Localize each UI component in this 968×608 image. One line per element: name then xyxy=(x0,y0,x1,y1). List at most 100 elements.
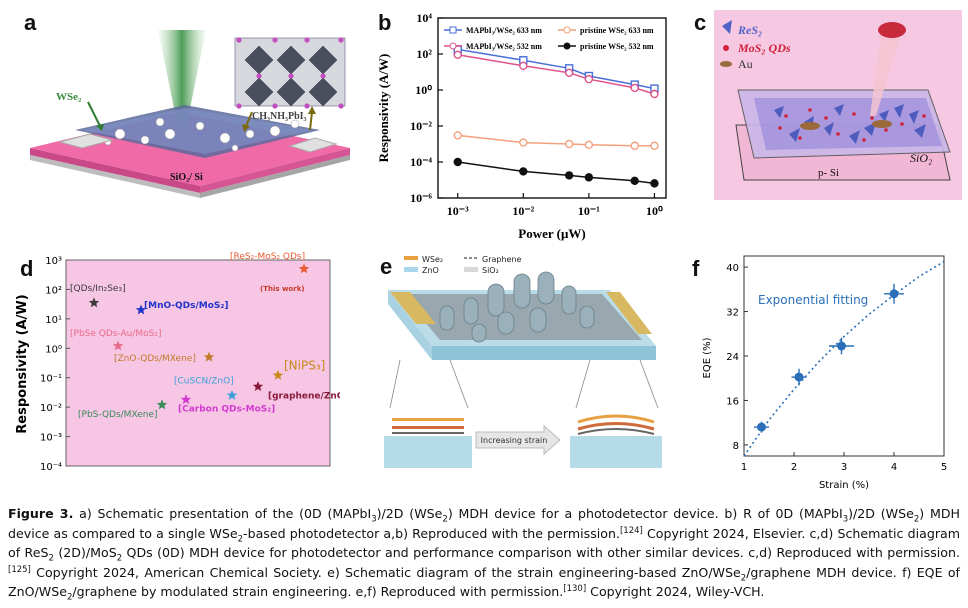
points-group: [QDs/In₂Se₃] [MnO-QDs/MoS₂] [PbSe QDs-Au/M… xyxy=(70,252,340,420)
panel-letter-e: e xyxy=(380,254,393,279)
legend-zno: ZnO xyxy=(422,266,439,275)
x-axis-label: Power (μW) xyxy=(518,226,585,241)
y-tick-label: 10⁴ xyxy=(416,11,432,25)
x-tick-label: 2 xyxy=(791,462,797,473)
x-tick-label: 10⁻³ xyxy=(447,204,469,218)
legend-marker xyxy=(449,42,457,50)
x-tick-label: 3 xyxy=(841,462,847,473)
caption-segment: Copyright 2024, Wiley-VCH. xyxy=(586,584,765,600)
perovskite-crystal xyxy=(234,37,346,109)
panel-letter-c: c xyxy=(694,10,707,35)
x-tick-label: 10⁻² xyxy=(512,204,534,218)
electrode-right xyxy=(606,292,652,334)
x-tick-label: 4 xyxy=(891,462,897,473)
y-tick-label: 10⁻⁴ xyxy=(410,155,432,169)
label-substrate: SiO₂/ Si xyxy=(170,172,203,183)
y-tick-label: 32 xyxy=(726,308,739,319)
caption-segment: /graphene MDH device. f) EQE of ZnO/WSe xyxy=(8,564,960,600)
caption-segment: )/2D (WSe xyxy=(848,506,914,521)
data-point xyxy=(564,68,574,78)
y-ticks: 10⁴ 10² 10⁰ 10⁻² 10⁻⁴ 10⁻⁶ xyxy=(410,11,443,205)
y-tick-label: 10⁻³ xyxy=(40,433,62,444)
y-tick-label: 16 xyxy=(726,396,739,407)
data-point xyxy=(650,141,659,150)
panel-f-chart: 8 16 24 32 40 1 2 3 4 5 Exponential fitting EQE … xyxy=(702,255,947,491)
caption-segment: )/2D (WSe xyxy=(376,506,443,521)
au-electrode-right xyxy=(872,120,892,128)
plot-frame xyxy=(437,17,667,199)
point-label: [PbSe QDs-Au/MoS₂] xyxy=(70,329,162,339)
point-label: [MnO-QDs/MoS₂] xyxy=(144,301,228,311)
legend-label: MAPbI₃/WSe₂ 532 nm xyxy=(466,42,542,51)
panel-letter-d: d xyxy=(20,256,34,281)
x-tick-label: 10⁰ xyxy=(646,204,663,218)
y-tick-label: 8 xyxy=(733,441,739,452)
y-axis-label: Responsivity (A/W) xyxy=(376,54,391,163)
caption-segment: a) Schematic presentation of the (0D (MA… xyxy=(73,506,372,521)
caption-segment: 3 xyxy=(371,514,377,525)
y-ticks: 10³ 10² 10¹ 10⁰ 10⁻¹ 10⁻² 10⁻³ 10⁻⁴ xyxy=(40,256,70,473)
caption-segment: Copyright 2024, Elsevier. c,d) Schematic… xyxy=(8,525,960,561)
y-axis-label: Responsivity (A/W) xyxy=(15,294,30,433)
caption-segment: 2 xyxy=(116,553,123,564)
x-ticks: 10⁻³ 10⁻² 10⁻¹ 10⁰ xyxy=(447,193,663,218)
data-point xyxy=(135,304,147,315)
x-tick-label: 10⁻¹ xyxy=(578,204,600,218)
legend-label: MAPbI₃/WSe₂ 633 nm xyxy=(466,26,542,35)
panel-c-schematic: ReS₂ MoS₂ QDs Au SiO₂ p- Si xyxy=(714,10,962,200)
data-point xyxy=(180,394,192,405)
res2-layer xyxy=(754,98,942,150)
point-label: [ZnO-QDs/MXene] xyxy=(114,354,196,364)
legend-label: pristine WSe₂ 633 nm xyxy=(580,26,654,35)
light-source xyxy=(878,22,906,38)
caption-segment: -based photodetector a,b) Reproduced wit… xyxy=(243,525,620,541)
electrode-left xyxy=(390,292,436,324)
data-point xyxy=(757,422,766,432)
legend-wse2: WSe₂ xyxy=(422,255,443,264)
y-tick-label: 10⁻² xyxy=(410,119,432,133)
zoom-right xyxy=(570,436,662,468)
label-wse2: WSe₂ xyxy=(56,91,82,103)
y-tick-label: 24 xyxy=(726,352,739,363)
y-ticks: 8 16 24 32 40 xyxy=(726,263,748,452)
fit-curve xyxy=(743,260,945,457)
y-tick-label: 10² xyxy=(416,47,432,61)
legend-label: pristine WSe₂ 532 nm xyxy=(580,42,654,51)
wse2-layer xyxy=(75,105,320,158)
caption-segment: ) MDH device for a photodetector device.… xyxy=(447,506,843,521)
point-label: [QDs/In₂Se₃] xyxy=(70,284,126,294)
legend-sio2: SiO₂ xyxy=(482,266,499,275)
data-point xyxy=(519,61,528,71)
caption-segment: /graphene by modulated strain engineerin… xyxy=(72,584,564,600)
y-tick-label: 40 xyxy=(726,263,739,274)
light-beam xyxy=(158,30,206,128)
legend-au-icon xyxy=(720,61,732,67)
data-point xyxy=(564,139,574,149)
light-beam-c xyxy=(870,30,902,116)
panel-b-chart: 10⁴ 10² 10⁰ 10⁻² 10⁻⁴ 10⁻⁶ 10⁻³ 10⁻² 10⁻¹ 10⁰ MA… xyxy=(376,11,667,241)
data-point xyxy=(650,179,659,188)
fit-line xyxy=(743,260,945,457)
legend-res2-icon xyxy=(722,20,732,34)
caption-segment: 2 xyxy=(442,514,448,525)
data-point xyxy=(794,372,804,382)
zoom-right-layers xyxy=(577,414,655,435)
data-point xyxy=(630,83,639,93)
zoom-left xyxy=(384,436,472,468)
y-tick-label: 10² xyxy=(45,285,62,296)
x-axis-label: Strain (%) xyxy=(819,480,869,491)
fit-annotation: Exponential fitting xyxy=(758,293,868,307)
panel-d-chart: 10³ 10² 10¹ 10⁰ 10⁻¹ 10⁻² 10⁻³ 10⁻⁴ [QDs/In₂Se₃… xyxy=(15,252,340,473)
label-sio2: SiO₂ xyxy=(910,151,932,165)
data-point xyxy=(519,138,528,147)
data-point xyxy=(519,167,528,176)
caption-segment: 3 xyxy=(842,514,849,525)
y-tick-label: 10⁻⁶ xyxy=(410,191,432,205)
plot-frame xyxy=(743,255,945,457)
legend-res2: ReS₂ xyxy=(737,23,762,37)
legend-mos2: MoS₂ QDs xyxy=(737,41,791,55)
data-point xyxy=(453,50,462,60)
caption-label: Figure 3. xyxy=(8,506,74,521)
point-label: [PbS-QDs/MXene] xyxy=(78,410,158,420)
legend: MAPbI₃/WSe₂ 633 nm pristine WSe₂ 633 nm MA… xyxy=(444,26,654,51)
